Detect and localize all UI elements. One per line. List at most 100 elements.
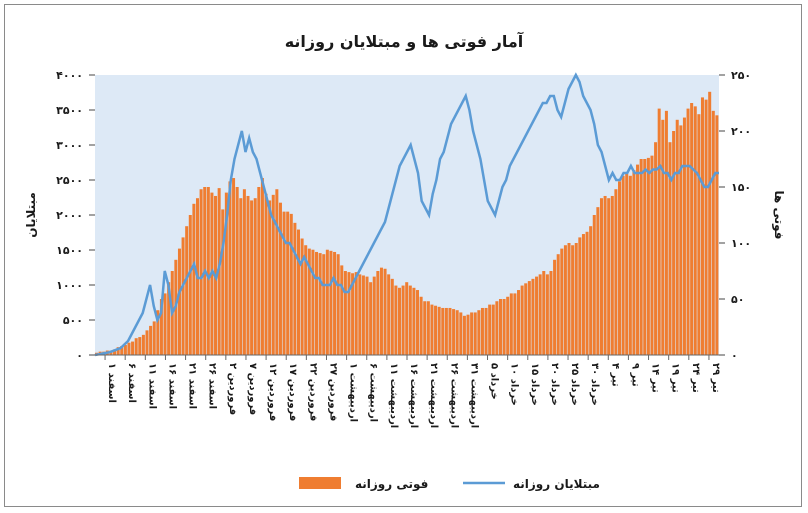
bar (387, 274, 391, 355)
bar (250, 200, 254, 355)
bar (343, 271, 347, 355)
bar (668, 142, 672, 355)
bar (199, 189, 203, 355)
bar (542, 271, 546, 355)
bar (383, 268, 387, 355)
legend-label-cases: مبتلایان روزانه (513, 477, 600, 492)
bar (531, 278, 535, 355)
y-left-tick-label: ۳۵۰۰ (56, 104, 83, 117)
x-tick-label: ۱۲ فروردین (267, 363, 278, 421)
bar (697, 114, 701, 355)
bar (535, 276, 539, 355)
bar (700, 97, 704, 356)
bar (113, 349, 117, 355)
bar (228, 181, 232, 355)
bar (134, 338, 138, 355)
bar (206, 187, 210, 355)
x-tick-label: ۲۲ فروردین (307, 363, 318, 421)
bar (484, 307, 488, 355)
bar (715, 115, 719, 355)
y-left-tick-label: ۱۰۰۰ (56, 279, 83, 292)
x-tick-label: ۱۰ خرداد (509, 363, 520, 406)
bar (643, 159, 647, 355)
bar (145, 330, 149, 355)
x-tick-label: ۲۴ تیر (690, 363, 701, 393)
bar (708, 91, 712, 356)
x-tick-label: ۲ فروردین (227, 363, 238, 415)
bar (365, 276, 369, 355)
x-tick-label: ۳۱ اردیبهشت (468, 363, 479, 428)
bar (560, 248, 564, 355)
bar (711, 110, 715, 355)
bar (325, 249, 329, 355)
bar (260, 178, 264, 355)
bar (434, 305, 438, 355)
bar (405, 282, 409, 355)
bar (239, 198, 243, 355)
bar (549, 271, 553, 355)
bar (318, 253, 322, 355)
bar (430, 304, 434, 355)
bar (311, 249, 315, 355)
chart-frame: آمار فوتی ها و مبتلایان روزانه ۰ ۵۰۰ ۱۰۰۰ ۱… (4, 4, 802, 507)
bar (664, 110, 668, 355)
bar (470, 312, 474, 355)
bar (358, 274, 362, 355)
bar (416, 290, 420, 355)
bar (459, 312, 463, 355)
bar (235, 187, 239, 355)
bar (394, 285, 398, 355)
bar (289, 213, 293, 355)
right-axis: ۰ ۵۰ ۱۰۰ ۱۵۰ ۲۰۰ ۲۵۰ (719, 69, 751, 362)
bar (159, 299, 163, 355)
bar (188, 215, 192, 355)
bar (574, 243, 578, 355)
bar (618, 181, 622, 355)
x-tick-label: ۶ اردیبهشت (368, 363, 379, 422)
x-tick-label: ۱۷ فروردین (287, 363, 298, 421)
bar (502, 299, 506, 355)
bar (336, 254, 340, 355)
bar (448, 307, 452, 355)
bar (116, 347, 120, 355)
bar (293, 222, 297, 355)
bar (444, 307, 448, 355)
bar (369, 282, 373, 355)
bar (278, 202, 282, 355)
bar (426, 301, 430, 355)
bar (127, 342, 131, 355)
bar (639, 159, 643, 355)
bar (282, 211, 286, 355)
bar (224, 192, 228, 355)
bar (304, 245, 308, 355)
bar (603, 195, 607, 355)
bar (480, 307, 484, 355)
bar (509, 293, 513, 355)
bar (498, 299, 502, 355)
bar (340, 265, 344, 355)
bar (123, 344, 127, 355)
y-right-tick-label: ۱۵۰ (731, 181, 751, 194)
bar (693, 106, 697, 355)
bar (599, 198, 603, 355)
x-tick-label: ۲۶ اردیبهشت (448, 363, 459, 428)
bar (242, 189, 246, 355)
y-right-tick-label: ۰ (731, 349, 738, 362)
legend-swatch-deaths (299, 477, 341, 489)
bar (682, 117, 686, 355)
bar (322, 254, 326, 355)
bar (628, 175, 632, 355)
left-axis: ۰ ۵۰۰ ۱۰۰۰ ۱۵۰۰ ۲۰۰۰ ۲۵۰۰ ۳۰۰۰ ۳۵۰۰ ۴۰۰۰ (56, 69, 95, 362)
bar (347, 272, 351, 355)
bar (545, 274, 549, 355)
bar (592, 215, 596, 355)
bar (491, 304, 495, 355)
y-left-tick-label: ۱۵۰۰ (56, 244, 83, 257)
bar (315, 251, 319, 355)
bar (488, 304, 492, 355)
bar (354, 272, 358, 355)
bar (517, 290, 521, 355)
bar (466, 314, 470, 355)
bar (376, 271, 380, 355)
bar (246, 195, 250, 355)
